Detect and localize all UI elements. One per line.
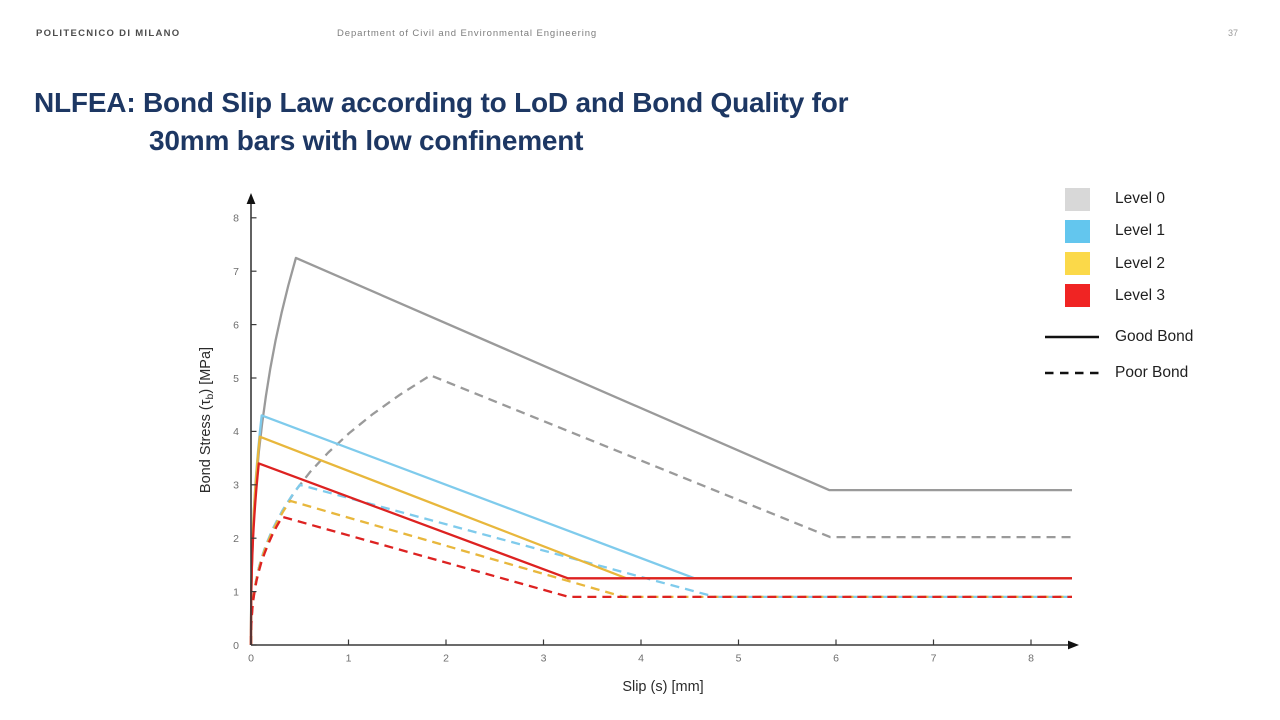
x-tick-label: 1 xyxy=(346,653,352,665)
x-tick-label: 6 xyxy=(833,653,839,665)
slide-title-line2: 30mm bars with low confinement xyxy=(149,125,584,156)
y-tick-label: 3 xyxy=(233,480,239,492)
y-axis-arrow-icon xyxy=(246,193,256,204)
legend-item-level-3: Level 3 xyxy=(1045,283,1165,309)
legend-label: Level 1 xyxy=(1115,222,1165,240)
legend-label: Level 3 xyxy=(1115,286,1165,304)
y-tick-label: 1 xyxy=(233,586,239,598)
page-number: 37 xyxy=(1227,28,1238,38)
x-axis-title: Slip (s) [mm] xyxy=(622,679,703,695)
legend-item-level-0: Level 0 xyxy=(1045,186,1165,212)
y-tick-label: 7 xyxy=(233,266,239,278)
x-tick-label: 2 xyxy=(443,653,449,665)
slide-title: NLFEA: Bond Slip Law according to LoD an… xyxy=(34,84,994,160)
department-name: Department of Civil and Environmental En… xyxy=(337,28,598,39)
y-tick-label: 2 xyxy=(233,533,239,545)
series-level-2-poor-bond xyxy=(249,499,1072,646)
legend-item-level-2: Level 2 xyxy=(1045,251,1165,277)
slide-title-line1: NLFEA: Bond Slip Law according to LoD an… xyxy=(34,87,849,118)
legend-swatch-icon xyxy=(1065,252,1090,276)
series-level-1-good-bond xyxy=(249,414,1072,645)
y-tick-label: 6 xyxy=(233,319,239,331)
institution-name: POLITECNICO DI MILANO xyxy=(36,28,181,39)
series-level-0-good-bond xyxy=(249,256,1072,646)
x-tick-label: 5 xyxy=(736,653,742,665)
x-tick-label: 8 xyxy=(1028,653,1034,665)
x-tick-label: 0 xyxy=(248,653,254,665)
slide-header: POLITECNICO DI MILANO Department of Civi… xyxy=(0,28,1280,44)
chart-axes xyxy=(246,193,1079,650)
legend-swatch-icon xyxy=(1065,187,1090,211)
dashed-line-icon xyxy=(1045,371,1099,375)
legend-item-level-1: Level 1 xyxy=(1045,218,1165,244)
legend-item-good-bond: Good Bond xyxy=(1045,325,1193,349)
x-tick-label: 7 xyxy=(931,653,937,665)
legend-label: Level 0 xyxy=(1115,190,1165,207)
legend-label: Level 2 xyxy=(1115,254,1165,272)
y-axis-title: Bond Stress (τb) [MPa] xyxy=(198,347,216,493)
axis-ticks: 0 1 2 3 4 5 6 7 8 0 1 2 3 4 5 6 7 8 xyxy=(233,213,1034,665)
solid-line-icon xyxy=(1045,335,1099,339)
series-level-3-poor-bond xyxy=(249,515,1072,645)
y-tick-label: 4 xyxy=(233,426,239,438)
y-tick-label: 8 xyxy=(233,213,239,225)
y-tick-label: 5 xyxy=(233,373,239,385)
legend-swatch-icon xyxy=(1065,219,1090,243)
legend-label: Good Bond xyxy=(1115,328,1194,345)
legend-swatch-icon xyxy=(1065,284,1090,308)
legend-item-poor-bond: Poor Bond xyxy=(1045,361,1188,385)
y-tick-label: 0 xyxy=(233,640,239,652)
x-tick-label: 3 xyxy=(541,653,547,665)
chart-legend: Level 0 Level 1 Level 2 Level 3 Good Bond Poo… xyxy=(1045,186,1270,401)
series-level-0-poor-bond xyxy=(249,374,1072,646)
x-axis-arrow-icon xyxy=(1068,640,1079,650)
legend-label: Poor Bond xyxy=(1115,364,1189,381)
x-tick-label: 4 xyxy=(638,653,644,665)
